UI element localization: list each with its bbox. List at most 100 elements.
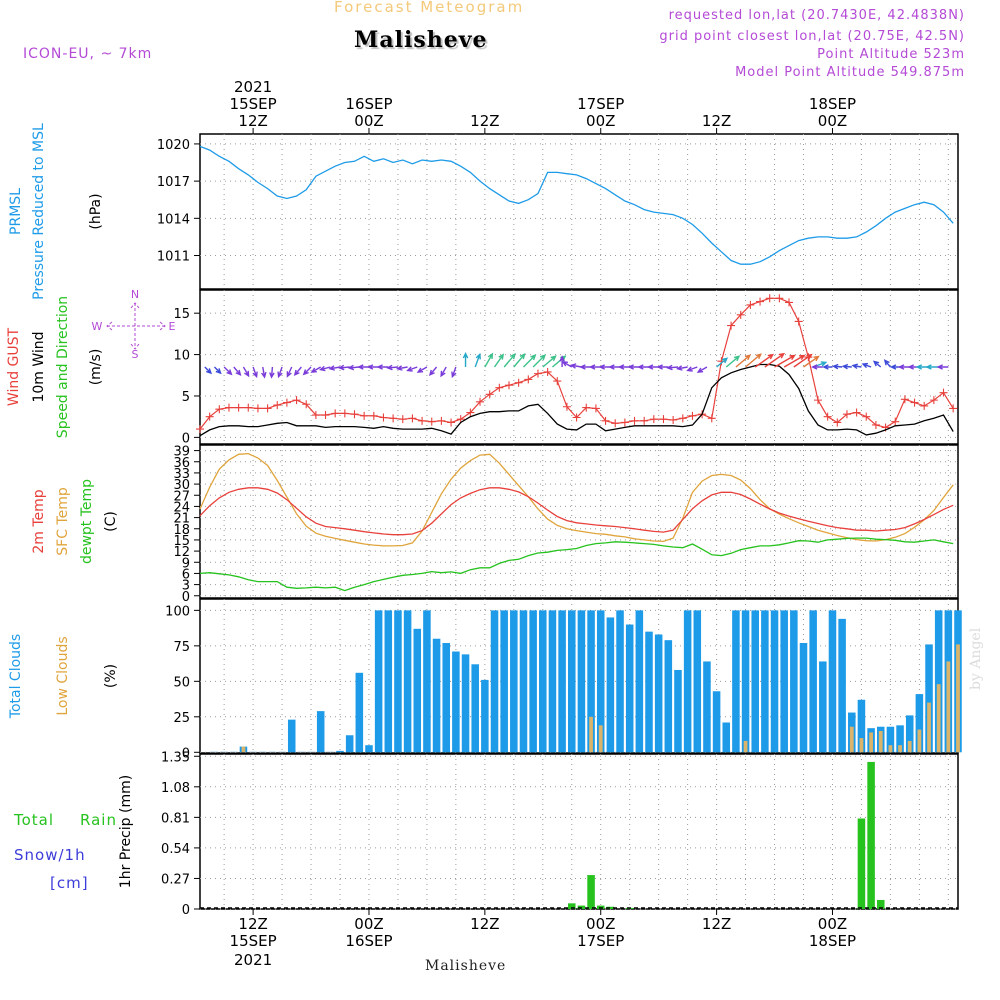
- wind-direction-arrow: [318, 365, 331, 372]
- wind-gust-marker: [215, 405, 224, 414]
- top-axis-time: 12Z: [470, 112, 499, 130]
- total-clouds-bar: [316, 711, 325, 753]
- total-clouds-bar: [645, 631, 653, 753]
- wind-gust-marker: [659, 415, 668, 424]
- axis-label-wind: Speed and Direction: [55, 296, 71, 438]
- wind-direction-arrow: [261, 366, 267, 379]
- total-clouds-bar: [384, 610, 393, 753]
- low-clouds-bar: [888, 745, 893, 753]
- y-tick-label-pressure: 1014: [157, 212, 190, 227]
- total-clouds-bar: [500, 610, 508, 753]
- total-clouds-bar: [596, 610, 605, 753]
- wind-direction-arrow: [532, 354, 547, 368]
- total-clouds-bar: [558, 610, 566, 753]
- y-tick-label-clouds: 50: [173, 675, 190, 690]
- wind-gust-marker: [842, 410, 851, 419]
- wind-gust-marker: [949, 404, 958, 413]
- y-tick-label-temp: 21: [173, 512, 190, 527]
- wind-gust-marker: [447, 418, 456, 427]
- wind-gust-marker: [823, 412, 832, 421]
- wind-direction-arrow: [561, 361, 573, 368]
- wind-gust-marker: [476, 397, 485, 406]
- wind-gust-marker: [389, 414, 398, 423]
- low-clouds-bar: [869, 732, 873, 753]
- wind-gust-marker: [350, 410, 359, 419]
- axis-label-pressure: (hPa): [88, 193, 104, 229]
- y-tick-label-temp: 6: [182, 567, 190, 582]
- wind-direction-arrow: [204, 366, 213, 375]
- wind-gust-marker: [553, 377, 562, 386]
- wind-gust-marker: [756, 297, 765, 306]
- total-clouds-bar: [394, 610, 402, 753]
- wind-direction-arrow: [484, 352, 494, 368]
- wind-gust-marker: [543, 367, 552, 376]
- wind-gust-marker: [302, 400, 311, 409]
- bottom-axis-time: 00Z: [818, 915, 847, 933]
- low-clouds-bar: [898, 745, 902, 753]
- wind-gust-marker: [234, 403, 243, 412]
- low-clouds-bar: [849, 726, 854, 753]
- total-clouds-bar: [529, 610, 537, 753]
- total-clouds-bar: [268, 751, 277, 753]
- low-clouds-bar: [743, 740, 748, 753]
- total-clouds-bar: [210, 751, 219, 753]
- y-tick-label-clouds: 0: [182, 746, 190, 761]
- location-title: Malisheve: [354, 27, 488, 53]
- wind-gust-marker: [244, 403, 253, 412]
- total-clouds-bar: [780, 610, 788, 753]
- compass-west: W: [92, 320, 103, 333]
- wind-gust-marker: [794, 317, 803, 326]
- wind-direction-arrow: [764, 352, 786, 368]
- wind-gust-marker: [263, 404, 272, 413]
- y-tick-label-temp: 33: [173, 467, 190, 482]
- total-clouds-bar: [925, 644, 933, 753]
- axis-label-pressure: Pressure Reduced to MSL: [31, 123, 47, 300]
- wind-direction-arrow: [252, 366, 258, 379]
- total-clouds-bar: [857, 699, 866, 753]
- axis-label-wind: Wind GUST: [6, 327, 22, 406]
- y-tick-label-pressure: 1011: [157, 250, 190, 265]
- wind-gust-marker: [408, 414, 417, 423]
- wind-direction-arrow: [811, 364, 823, 370]
- wind-gust-marker: [929, 396, 938, 405]
- wind-gust-marker: [688, 411, 697, 420]
- y-tick-label-temp: 9: [182, 556, 190, 571]
- wind-direction-arrow: [716, 357, 729, 368]
- wind-direction-arrow: [745, 353, 762, 368]
- low-clouds-bar: [936, 684, 941, 753]
- total-clouds-bar: [442, 643, 450, 753]
- total-clouds-bar: [539, 610, 547, 753]
- wind-gust-marker: [630, 416, 639, 425]
- total-clouds-bar: [490, 610, 499, 753]
- wind-gust-marker: [891, 417, 900, 426]
- low-clouds-bar: [956, 644, 960, 753]
- bottom-axis-time: 12Z: [702, 915, 731, 933]
- wind-gust-marker: [640, 416, 649, 425]
- wind-gust-marker: [340, 409, 349, 418]
- y-tick-label-temp: 3: [182, 579, 190, 594]
- y-tick-label-temp: 39: [173, 445, 190, 460]
- total-clouds-bar: [403, 610, 412, 753]
- total-clouds-bar: [258, 751, 267, 753]
- total-clouds-bar: [664, 640, 673, 753]
- wind-direction-arrow: [293, 366, 302, 377]
- top-axis-time: 00Z: [354, 112, 383, 130]
- wind-direction-arrow: [328, 365, 341, 371]
- axis-label-pressure: PRMSL: [8, 188, 24, 235]
- total-clouds-bar: [905, 715, 914, 753]
- low-clouds-bar: [917, 729, 922, 753]
- model-label: ICON-EU, ~ 7km: [23, 46, 153, 62]
- pressure-series: [199, 145, 954, 265]
- total-clouds-bar: [577, 610, 586, 753]
- wind-direction-arrow: [337, 364, 350, 371]
- wind-direction-arrow: [416, 366, 428, 373]
- y-tick-label-precip: 0: [182, 903, 190, 918]
- panel-precip: 0 0.27 0.54 0.81 1.08 1.35 1hr Precip (mm): [118, 750, 959, 918]
- bottom-axis-date: 18SEP: [809, 932, 856, 950]
- axis-label-temp: 2m Temp: [31, 489, 47, 553]
- precip-bar: [587, 875, 595, 909]
- wind-10m-series: [199, 363, 954, 437]
- bottom-axis-time: 00Z: [586, 915, 615, 933]
